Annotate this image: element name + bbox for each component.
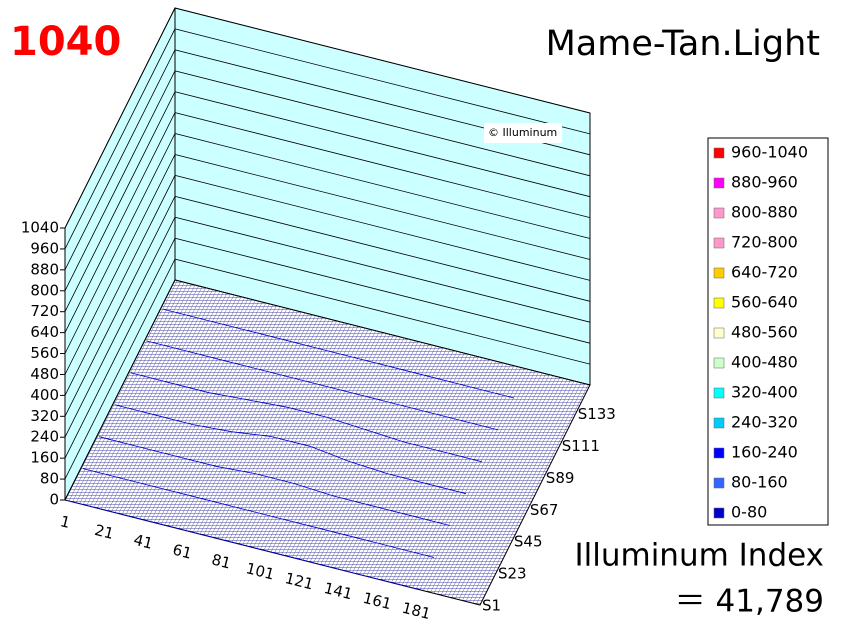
legend-label: 240-320	[731, 413, 798, 432]
surface-line	[114, 404, 467, 495]
legend-label: 400-480	[731, 353, 798, 372]
x-tick-label: 81	[210, 550, 233, 572]
z-tick-label: 560	[30, 344, 59, 362]
annotation: Illuminum Index	[574, 538, 824, 574]
watermark-box	[484, 123, 562, 143]
legend-label: 640-720	[731, 263, 798, 282]
legend-swatch	[713, 237, 725, 249]
z-tick-label: 80	[40, 470, 59, 488]
series-label: S45	[514, 533, 543, 551]
x-tick-label: 181	[400, 599, 432, 623]
grid-line	[64, 258, 591, 480]
surface-line	[98, 436, 451, 526]
z-tick-label: 240	[30, 428, 59, 446]
grid-line	[64, 237, 591, 459]
legend-swatch	[713, 177, 725, 189]
surface-line	[130, 372, 483, 463]
legend-swatch	[713, 207, 725, 219]
grid-line	[64, 174, 591, 396]
surface-line	[82, 468, 435, 558]
grid-line	[64, 133, 591, 354]
watermark: © Illuminum	[488, 126, 557, 139]
x-tick-label: 121	[283, 569, 315, 593]
z-tick-label: 0	[49, 491, 59, 509]
z-tick-label: 320	[30, 407, 59, 425]
legend-label: 720-800	[731, 233, 798, 252]
grid-line	[64, 279, 591, 501]
grid-line	[64, 112, 591, 333]
grid-line	[64, 28, 591, 250]
legend-swatch	[713, 447, 725, 459]
grid-line	[64, 70, 591, 291]
z-tick-label: 1040	[21, 219, 59, 237]
legend-label: 880-960	[731, 173, 798, 192]
legend-label: 0-80	[731, 503, 767, 522]
z-tick-label: 640	[30, 323, 59, 341]
legend-label: 800-880	[731, 203, 798, 222]
grid-line	[64, 154, 591, 375]
series-label: S23	[498, 565, 527, 583]
legend-label: 320-400	[731, 383, 798, 402]
series-label: S67	[530, 501, 559, 519]
legend-swatch	[713, 357, 725, 369]
legend-swatch	[713, 267, 725, 279]
series-label: S111	[562, 437, 600, 455]
grid-line	[64, 7, 591, 229]
z-tick-label: 400	[30, 386, 59, 404]
x-tick-label: 141	[322, 579, 354, 603]
corner-label: 1040	[10, 19, 121, 65]
legend-swatch	[713, 387, 725, 399]
grid-line	[64, 216, 591, 438]
z-tick-label: 800	[30, 281, 59, 299]
legend-swatch	[713, 147, 725, 159]
legend-label: 480-560	[731, 323, 798, 342]
legend: 960-1040 880-960 800-880 720-800 640-720 560-…	[713, 143, 808, 522]
series-label: S1	[482, 597, 501, 615]
x-tick-label: 161	[361, 589, 393, 613]
x-tick-label: 21	[93, 521, 116, 543]
legend-label: 960-1040	[731, 143, 808, 162]
z-tick-label: 480	[30, 365, 59, 383]
x-tick-label: 1	[58, 512, 72, 532]
z-tick-label: 880	[30, 260, 59, 278]
x-tick-label: 61	[171, 541, 194, 563]
series-label: S89	[546, 469, 575, 487]
surface-line	[67, 500, 419, 590]
legend-swatch	[713, 477, 725, 489]
surface-line	[162, 308, 514, 399]
legend-swatch	[713, 507, 725, 519]
grid-line	[64, 91, 591, 312]
legend-swatch	[713, 417, 725, 429]
grid-line	[64, 195, 591, 417]
surface-line	[146, 340, 498, 431]
x-tick-label: 101	[244, 559, 276, 583]
grid-line	[64, 49, 591, 270]
z-tick-label: 720	[30, 302, 59, 320]
x-tick-label: 41	[132, 531, 155, 553]
annotation: ＝ 41,789	[675, 584, 824, 620]
z-tick-label: 960	[30, 239, 59, 257]
z-tick-label: 160	[30, 449, 59, 467]
legend-box	[707, 137, 829, 526]
legend-swatch	[713, 297, 725, 309]
walls: 0 80 160 240 320 400 480 560 640 720 800 880 960 1040	[21, 7, 591, 606]
legend-label: 560-640	[731, 293, 798, 312]
chart-title: Mame-Tan.Light	[546, 24, 820, 64]
series-label: S133	[578, 405, 616, 423]
legend-label: 80-160	[731, 473, 788, 492]
legend-label: 160-240	[731, 443, 798, 462]
legend-swatch	[713, 327, 725, 339]
